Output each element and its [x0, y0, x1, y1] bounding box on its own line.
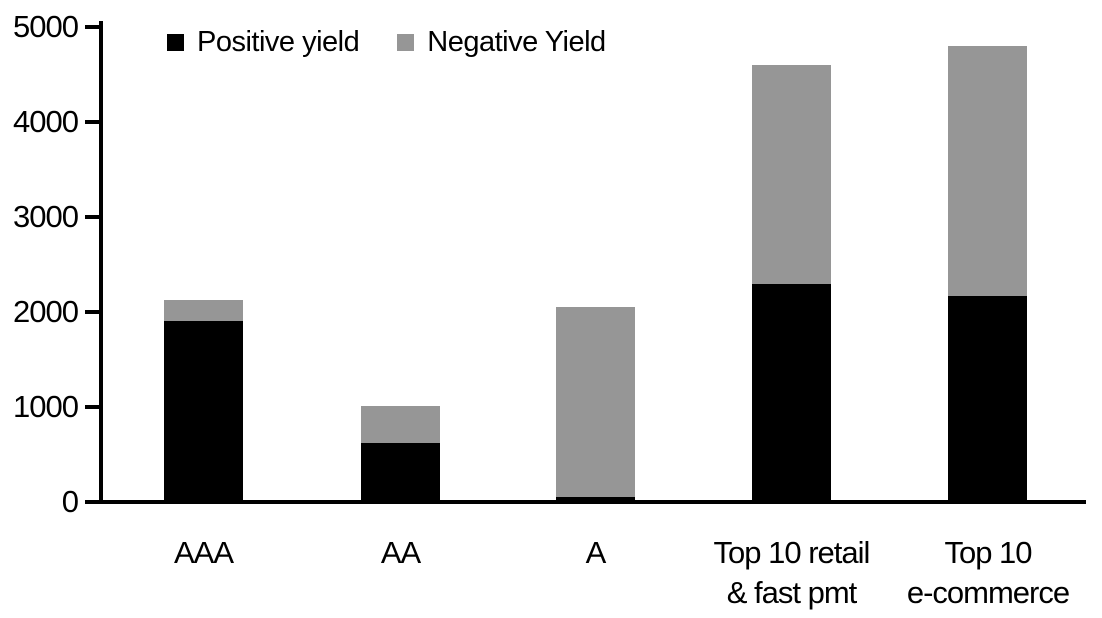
legend-item-negative-yield: Negative Yield: [397, 26, 606, 58]
x-axis-label-line: Top 10: [944, 535, 1032, 570]
y-axis-tick-4000: [85, 120, 99, 124]
bar-top-10-retail-fast-pmt: [752, 65, 831, 502]
chart-legend: Positive yield Negative Yield: [167, 28, 606, 57]
x-axis-label-line: & fast pmt: [726, 575, 858, 610]
bar-segment-negative-yield-a: [556, 307, 635, 498]
y-axis-line: [99, 21, 103, 504]
bar-segment-positive-yield-a: [556, 497, 635, 502]
bar-top-10-e-commerce: [948, 46, 1027, 502]
x-axis-label-line: AA: [380, 535, 421, 570]
x-axis-label-a: A: [481, 533, 711, 573]
y-axis-label-1000: 1000: [13, 389, 79, 424]
bar-segment-negative-yield-aaa: [164, 299, 243, 322]
legend-label-negative-yield: Negative Yield: [427, 26, 606, 58]
bar-segment-positive-yield-top-10-retail-fast-pmt: [752, 283, 831, 502]
y-axis-label-3000: 3000: [13, 199, 79, 234]
x-axis-label-line: A: [585, 535, 607, 570]
x-axis-label-top-10-retail-fast-pmt: Top 10 retail & fast pmt: [677, 533, 907, 613]
legend-label-positive-yield: Positive yield: [197, 26, 360, 58]
bar-segment-positive-yield-aaa: [164, 321, 243, 502]
y-axis-label-4000: 4000: [13, 104, 79, 139]
x-axis-label-aa: AA: [286, 533, 516, 573]
bar-segment-positive-yield-aa: [361, 443, 440, 502]
bar-aa: [361, 406, 440, 502]
x-axis-label-line: e-commerce: [906, 575, 1070, 610]
bar-segment-negative-yield-top-10-e-commerce: [948, 46, 1027, 296]
x-axis-label-aaa: AAA: [89, 533, 319, 573]
bar-segment-positive-yield-top-10-e-commerce: [948, 295, 1027, 502]
bar-segment-negative-yield-top-10-retail-fast-pmt: [752, 65, 831, 284]
y-axis-label-0: 0: [61, 484, 79, 519]
legend-swatch-negative-yield-icon: [397, 34, 415, 51]
bar-aaa: [164, 299, 243, 502]
y-axis-tick-2000: [85, 310, 99, 314]
y-axis-tick-0: [85, 500, 99, 504]
x-axis-label-top-10-e-commerce: Top 10 e-commerce: [873, 533, 1102, 613]
y-axis-label-5000: 5000: [13, 9, 79, 44]
bar-a: [556, 307, 635, 502]
bar-segment-negative-yield-aa: [361, 406, 440, 444]
x-axis-label-line: Top 10 retail: [713, 535, 871, 570]
x-axis-line: [99, 500, 1086, 504]
y-axis-label-2000: 2000: [13, 294, 79, 329]
y-axis-tick-3000: [85, 215, 99, 219]
legend-item-positive-yield: Positive yield: [167, 26, 360, 58]
y-axis-tick-5000: [85, 25, 99, 29]
legend-swatch-positive-yield-icon: [167, 34, 184, 51]
y-axis-tick-1000: [85, 405, 99, 409]
x-axis-label-line: AAA: [173, 535, 234, 570]
